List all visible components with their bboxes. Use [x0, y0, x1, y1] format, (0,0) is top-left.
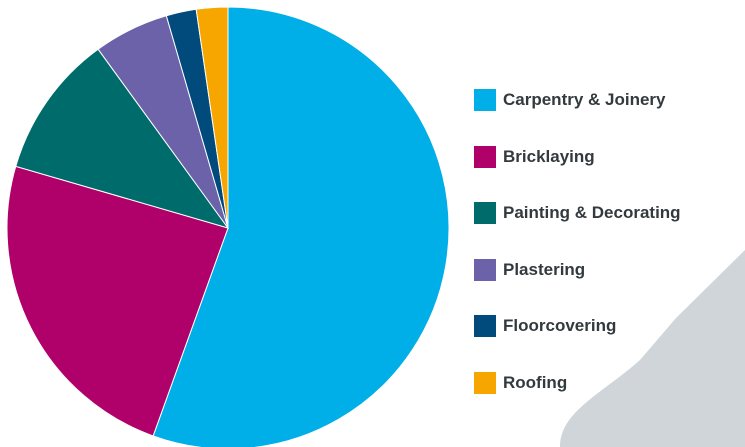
legend-label: Roofing	[503, 372, 568, 392]
legend-item: Roofing	[474, 371, 681, 394]
legend-swatch-icon	[474, 315, 496, 337]
legend-swatch-icon	[474, 89, 496, 111]
pie-slice-bricklaying	[6, 165, 229, 437]
pie-slice-roofing	[195, 6, 229, 229]
legend-item: Painting & Decorating	[474, 202, 681, 224]
legend-item: Plastering	[474, 258, 681, 281]
background-shape	[560, 250, 745, 447]
legend-label: Carpentry & Joinery	[503, 90, 666, 109]
legend-swatch-icon	[474, 202, 496, 224]
pie-chart	[6, 6, 450, 447]
background-shape	[560, 400, 675, 447]
legend-swatch-icon	[474, 145, 496, 168]
legend-label: Bricklaying	[503, 146, 595, 166]
legend-swatch-icon	[474, 371, 496, 394]
chart-legend: Carpentry & Joinery Bricklaying Painting…	[474, 89, 681, 428]
background-decoration	[560, 250, 745, 447]
legend-swatch-icon	[474, 258, 496, 281]
legend-item: Bricklaying	[474, 145, 681, 168]
legend-label: Plastering	[503, 259, 586, 279]
pie-slice-carpentry-joinery	[152, 6, 450, 447]
legend-label: Painting & Decorating	[503, 203, 681, 222]
legend-item: Carpentry & Joinery	[474, 89, 681, 111]
pie-slice-painting-decorating	[15, 48, 230, 229]
legend-item: Floorcovering	[474, 315, 681, 337]
legend-label: Floorcovering	[503, 316, 617, 335]
